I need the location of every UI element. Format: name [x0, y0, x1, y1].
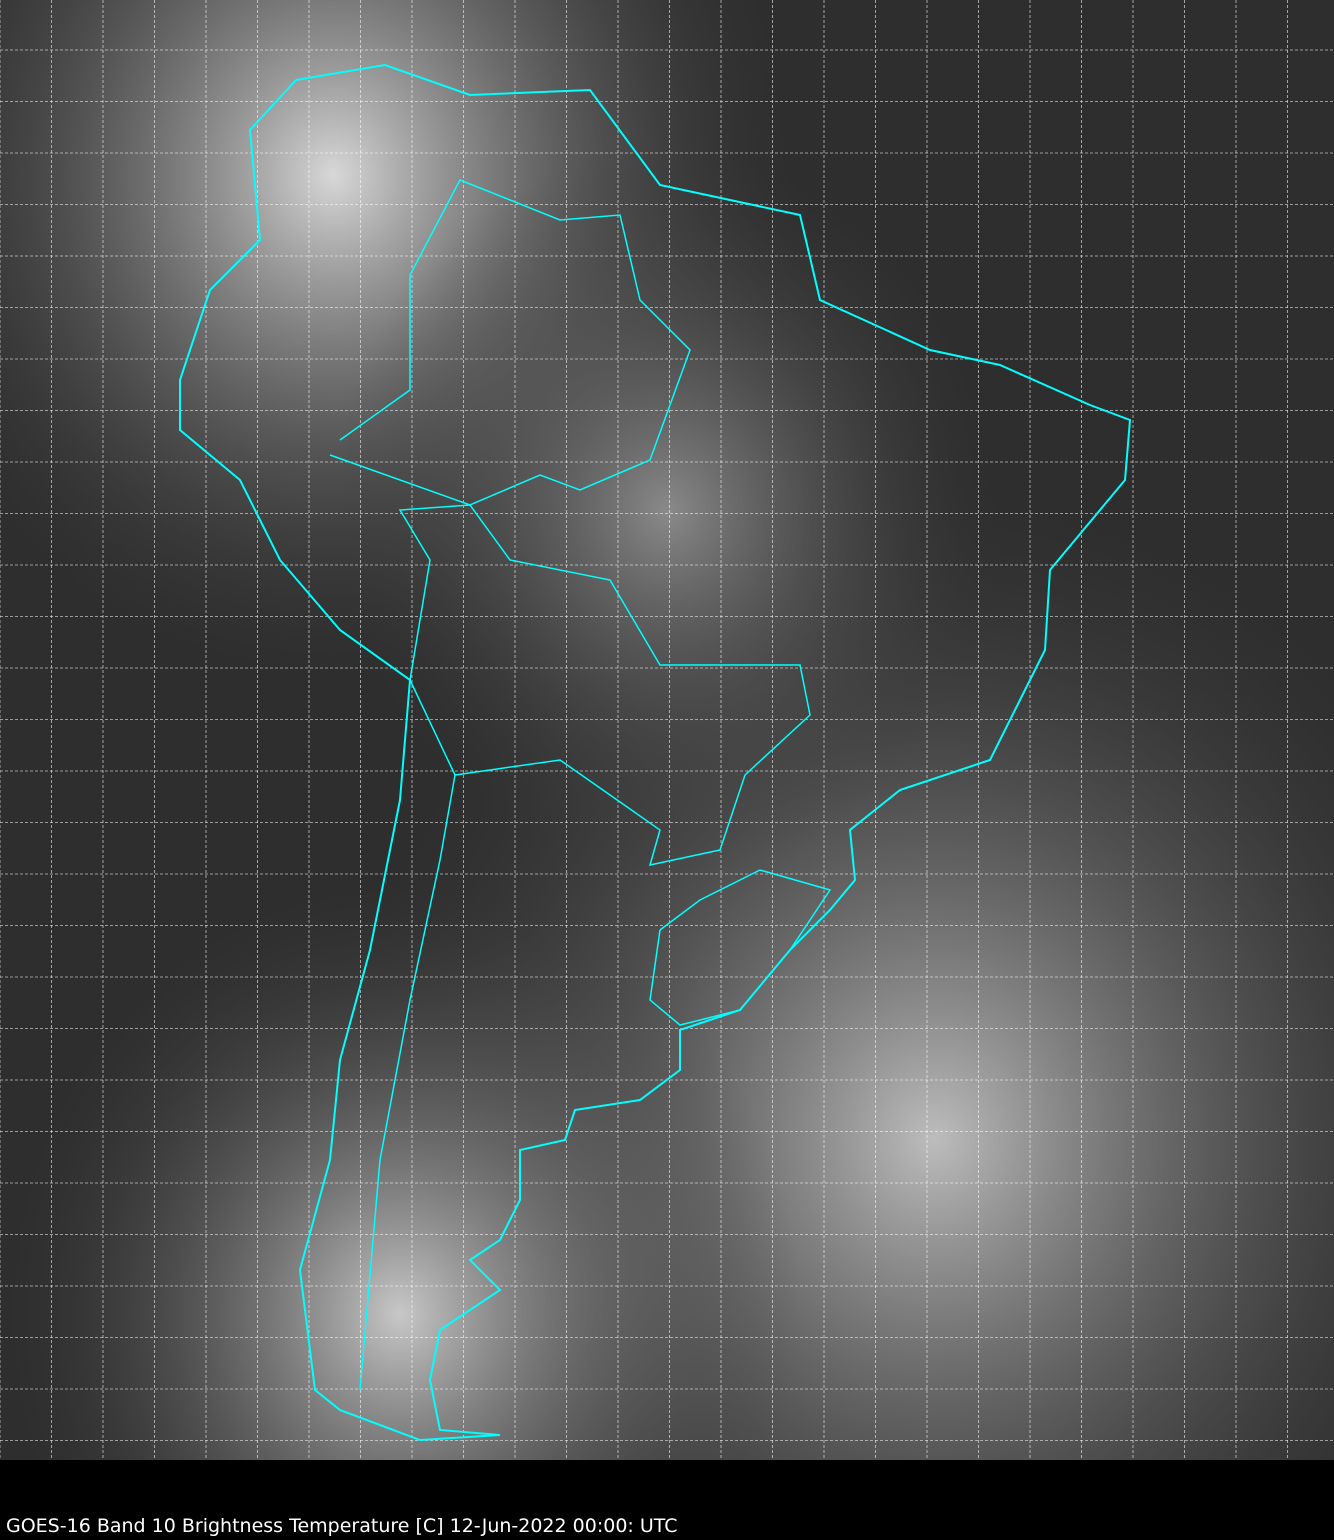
- gridlines: [0, 0, 1334, 1460]
- image-caption: GOES-16 Band 10 Brightness Temperature […: [6, 1515, 678, 1537]
- satellite-map: [0, 0, 1334, 1460]
- country-borders: [359, 774, 456, 1391]
- cloud-region-central: [0, 0, 1334, 1460]
- country-borders: [398, 504, 811, 866]
- country-borders: [649, 869, 832, 1026]
- country-borders: [329, 179, 691, 506]
